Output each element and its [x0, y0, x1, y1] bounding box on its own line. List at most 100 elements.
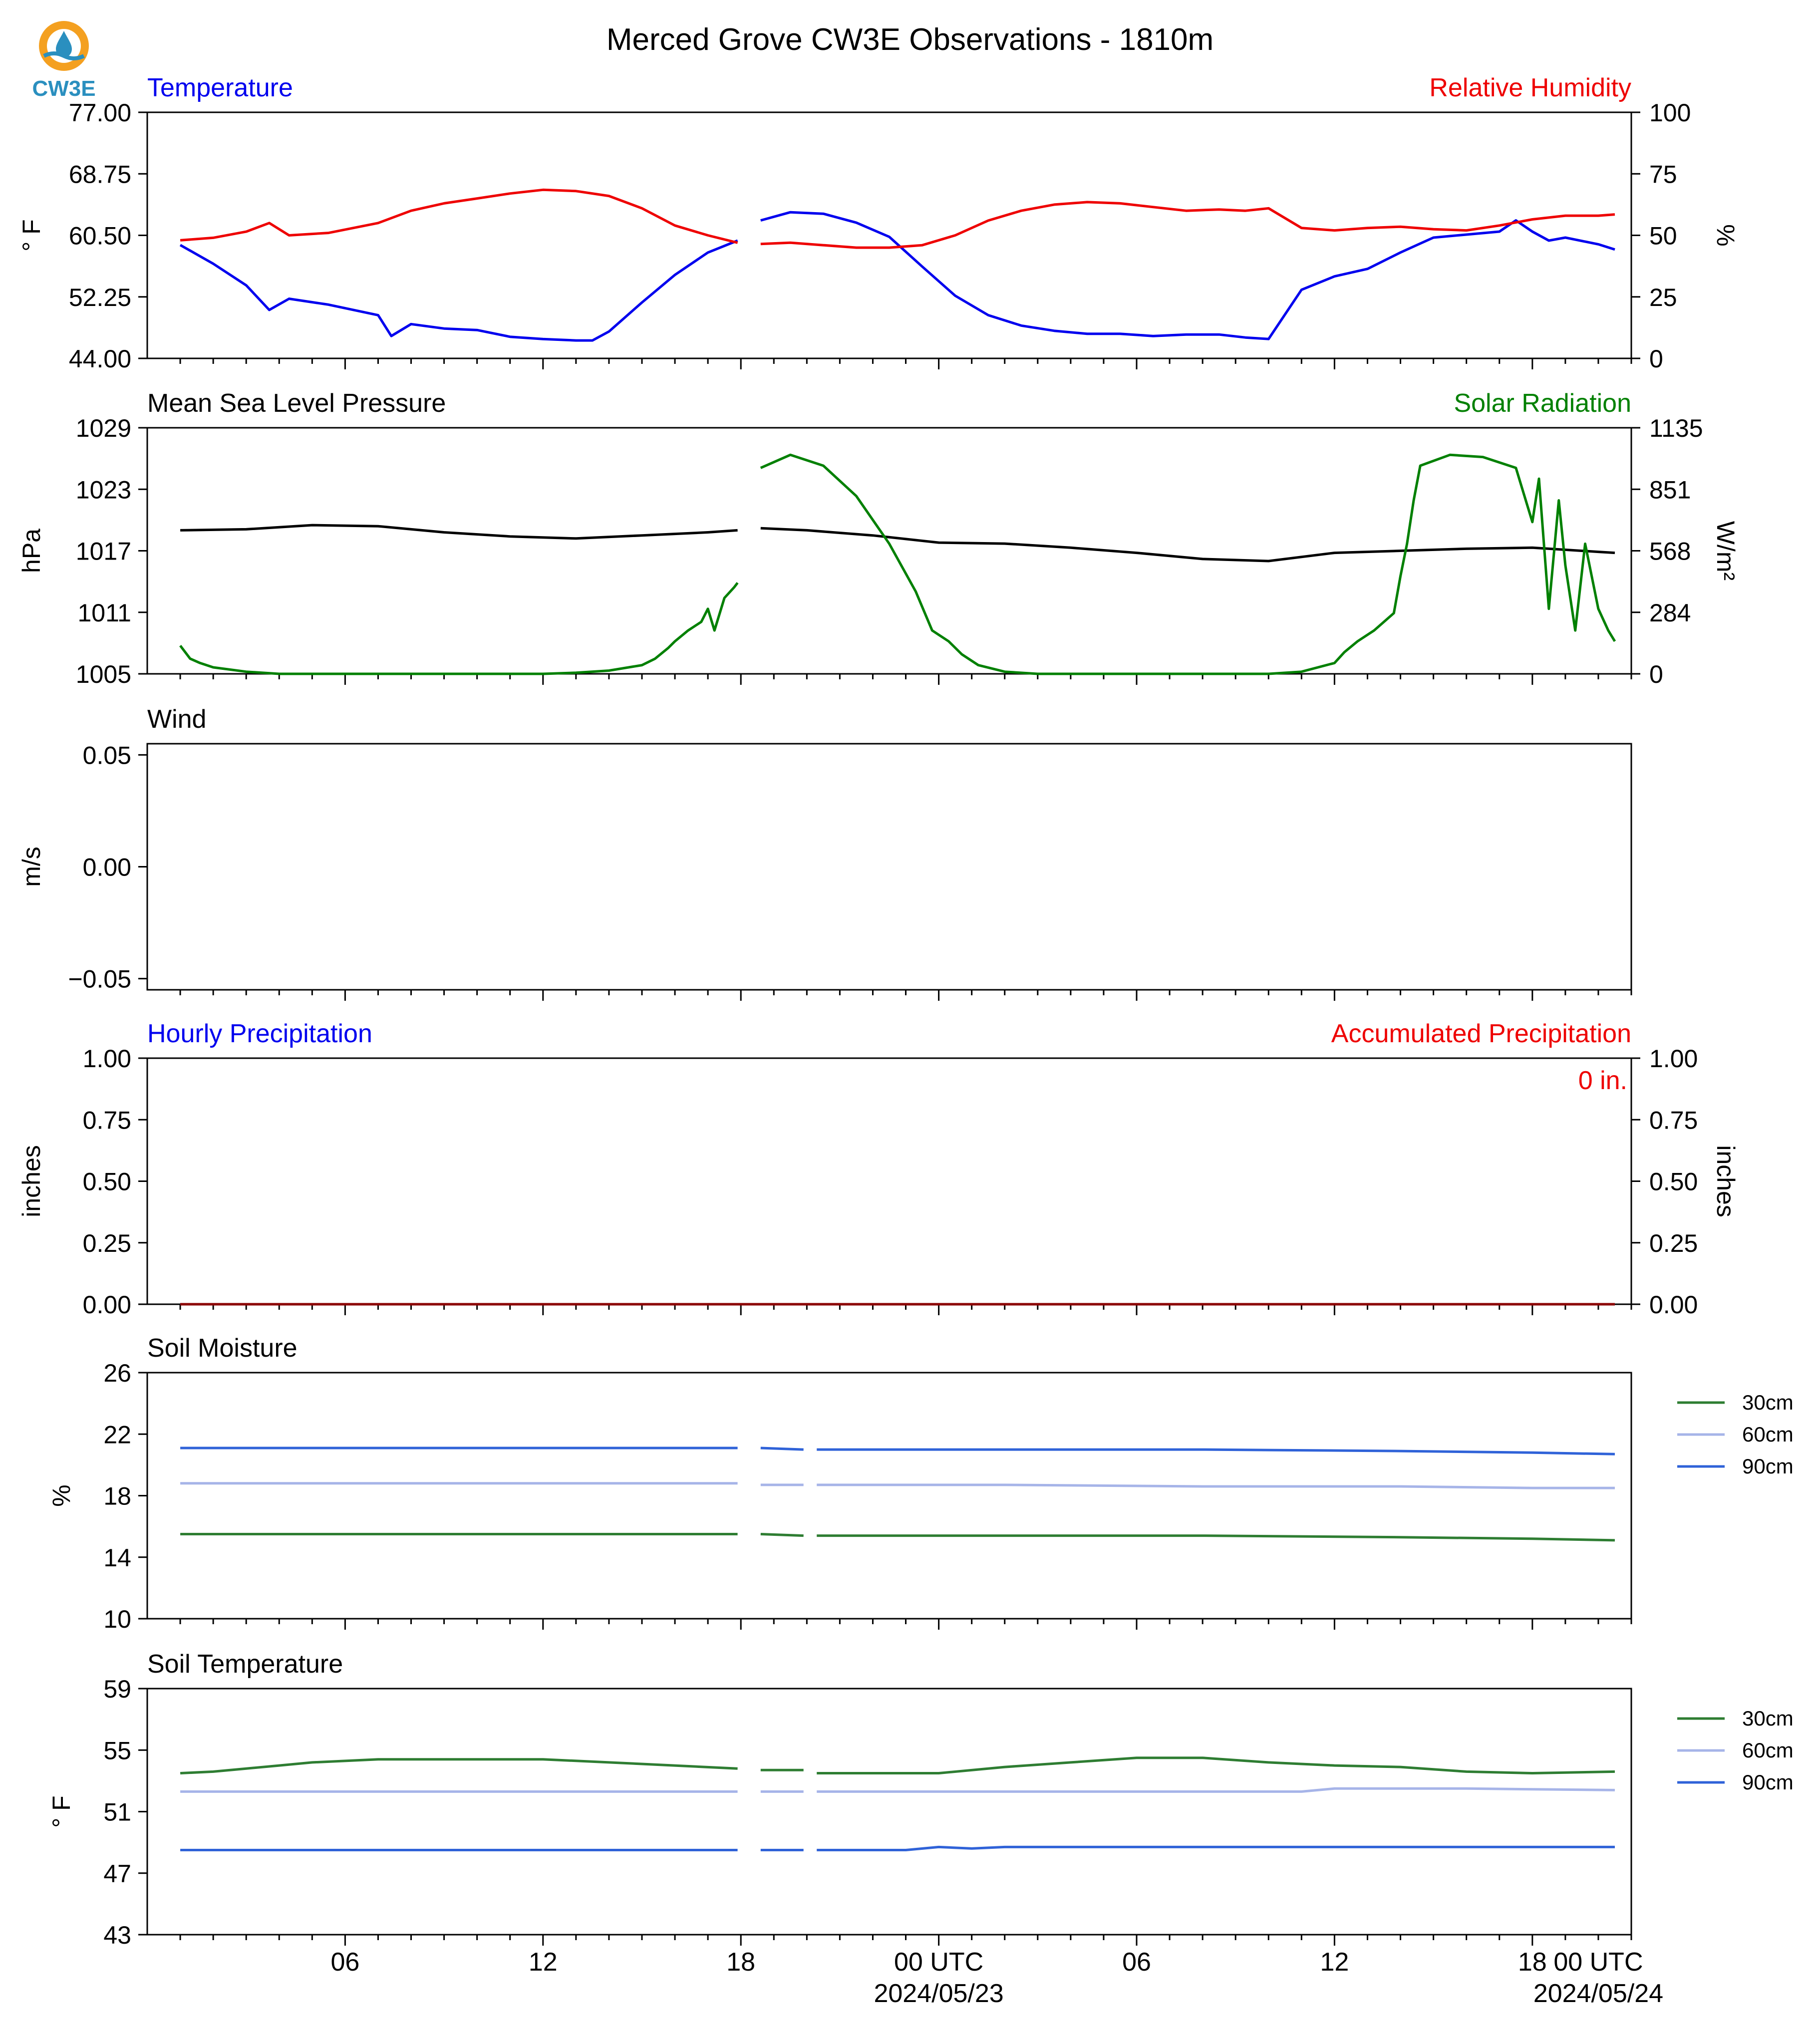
y-axis-label-right: inches	[1712, 1145, 1740, 1217]
x-tick-label: 06	[1122, 1948, 1151, 1977]
x-date-label: 2024/05/24	[1533, 1979, 1663, 2008]
series-line-mean-sea-level-pressure	[180, 524, 1615, 563]
logo-wave-icon	[43, 51, 85, 60]
y-tick-label-left: 18	[103, 1482, 131, 1510]
legend-label: 60cm	[1742, 1423, 1794, 1446]
logo-text: CW3E	[32, 76, 95, 101]
legend-label: 30cm	[1742, 1391, 1794, 1414]
panel-title-right: Relative Humidity	[1429, 73, 1631, 102]
y-axis-label-left: m/s	[17, 847, 45, 887]
y-tick-label-left: 55	[103, 1737, 131, 1764]
logo-drop-icon	[56, 31, 72, 57]
cw3e-logo: CW3E	[32, 21, 96, 101]
x-tick-label: 18	[726, 1948, 755, 1977]
y-tick-label-left: 22	[103, 1421, 131, 1449]
y-tick-label-right: 1135	[1649, 414, 1703, 442]
figure-title: Merced Grove CW3E Observations - 1810m	[607, 22, 1213, 57]
y-tick-label-left: 51	[103, 1798, 131, 1826]
x-tick-label: 06	[330, 1948, 359, 1977]
y-tick-label-left: 52.25	[69, 284, 131, 311]
legend-label: 30cm	[1742, 1707, 1794, 1730]
y-tick-label-left: 1011	[77, 599, 131, 627]
y-tick-label-left: 1029	[76, 414, 131, 442]
y-tick-label-right: 0.75	[1649, 1106, 1698, 1134]
y-tick-label-left: 68.75	[69, 160, 131, 188]
accumulated-total-label: 0 in.	[1578, 1066, 1627, 1095]
y-tick-label-right: 50	[1649, 222, 1677, 250]
y-axis-label-left: inches	[17, 1145, 45, 1217]
x-tick-label: 00 UTC	[1553, 1948, 1643, 1977]
y-tick-label-left: 0.50	[83, 1168, 131, 1196]
y-tick-label-right: 1.00	[1649, 1045, 1698, 1073]
y-tick-label-left: 59	[103, 1675, 131, 1703]
panel-1: Temperature Relative Humidity 77.00 68.75 60…	[17, 73, 1740, 373]
series-line-60cm	[180, 1482, 1615, 1489]
series-line-30cm	[180, 1756, 1615, 1774]
x-tick-label: 12	[1320, 1948, 1349, 1977]
y-tick-label-left: 0.05	[83, 741, 131, 769]
panel-title-right: Accumulated Precipitation	[1331, 1019, 1631, 1048]
y-tick-label-left: 60.50	[69, 222, 131, 250]
y-axis-label-left: ° F	[17, 219, 45, 251]
y-tick-label-left: 1.00	[83, 1045, 131, 1073]
series-line-30cm	[180, 1533, 1615, 1542]
x-tick-label: 12	[529, 1948, 558, 1977]
panel-title-left: Soil Temperature	[147, 1650, 343, 1679]
y-tick-label-left: 0.75	[83, 1106, 131, 1134]
series-line-90cm	[180, 1845, 1615, 1851]
y-tick-label-left: 44.00	[69, 345, 131, 373]
y-tick-label-left: 1017	[76, 538, 131, 566]
y-tick-label-left: 0.00	[83, 1291, 131, 1319]
y-tick-label-left: 1005	[76, 660, 131, 688]
y-axis-label-right: W/m²	[1712, 521, 1740, 580]
panel-title-left: Hourly Precipitation	[147, 1019, 372, 1048]
y-tick-label-right: 0.50	[1649, 1168, 1698, 1196]
x-tick-label: 00 UTC	[894, 1948, 983, 1977]
y-axis-label-left: ° F	[47, 1795, 75, 1827]
y-tick-label-right: 75	[1649, 160, 1677, 188]
panel-title-left: Wind	[147, 705, 206, 734]
y-tick-label-left: 77.00	[69, 99, 131, 127]
y-tick-label-left: 26	[103, 1359, 131, 1387]
panel-4: Hourly Precipitation Accumulated Precipit…	[17, 1019, 1740, 1319]
y-tick-label-left: −0.05	[68, 965, 131, 993]
y-tick-label-left: 47	[103, 1860, 131, 1888]
y-tick-label-right: 284	[1649, 599, 1691, 627]
y-tick-label-right: 0	[1649, 345, 1663, 373]
x-tick-label: 18	[1518, 1948, 1547, 1977]
y-tick-label-left: 14	[103, 1544, 131, 1572]
y-tick-label-right: 568	[1649, 538, 1691, 566]
y-tick-label-right: 851	[1649, 476, 1691, 504]
y-axis-label-right: %	[1712, 224, 1740, 246]
legend-label: 60cm	[1742, 1738, 1794, 1762]
y-tick-label-right: 0.00	[1649, 1291, 1698, 1319]
legend-label: 90cm	[1742, 1770, 1794, 1794]
series-line-temperature	[179, 211, 1615, 342]
legend-label: 90cm	[1742, 1454, 1794, 1478]
y-axis-label-left: hPa	[17, 529, 45, 573]
series-line-solar-radiation	[179, 453, 1616, 675]
y-tick-label-right: 100	[1649, 99, 1691, 127]
series-line-90cm	[180, 1447, 1615, 1455]
panel-2: Mean Sea Level Pressure Solar Radiation 10…	[17, 389, 1740, 688]
panel-3: Wind 0.05 0.00 −0.05 m/s	[17, 705, 1632, 1001]
panel-5: Soil Moisture 26 22 18 14 10% 30cm 60cm 90cm	[47, 1334, 1794, 1633]
y-tick-label-right: 25	[1649, 284, 1677, 311]
y-tick-label-left: 0.25	[83, 1229, 131, 1257]
x-date-label: 2024/05/23	[874, 1979, 1003, 2008]
series-line-relative-humidity	[180, 188, 1615, 249]
y-axis-label-left: %	[47, 1484, 75, 1506]
y-tick-label-left: 10	[103, 1605, 131, 1633]
series-line-60cm	[180, 1787, 1615, 1793]
y-tick-label-left: 0.00	[83, 854, 131, 881]
y-tick-label-right: 0.25	[1649, 1229, 1698, 1257]
panel-title-left: Mean Sea Level Pressure	[147, 389, 446, 418]
panel-title-left: Temperature	[147, 73, 293, 102]
panel-title-left: Soil Moisture	[147, 1334, 298, 1363]
y-tick-label-right: 0	[1649, 660, 1663, 688]
panels: Temperature Relative Humidity 77.00 68.75 60…	[17, 73, 1794, 1949]
y-tick-label-left: 43	[103, 1921, 131, 1949]
